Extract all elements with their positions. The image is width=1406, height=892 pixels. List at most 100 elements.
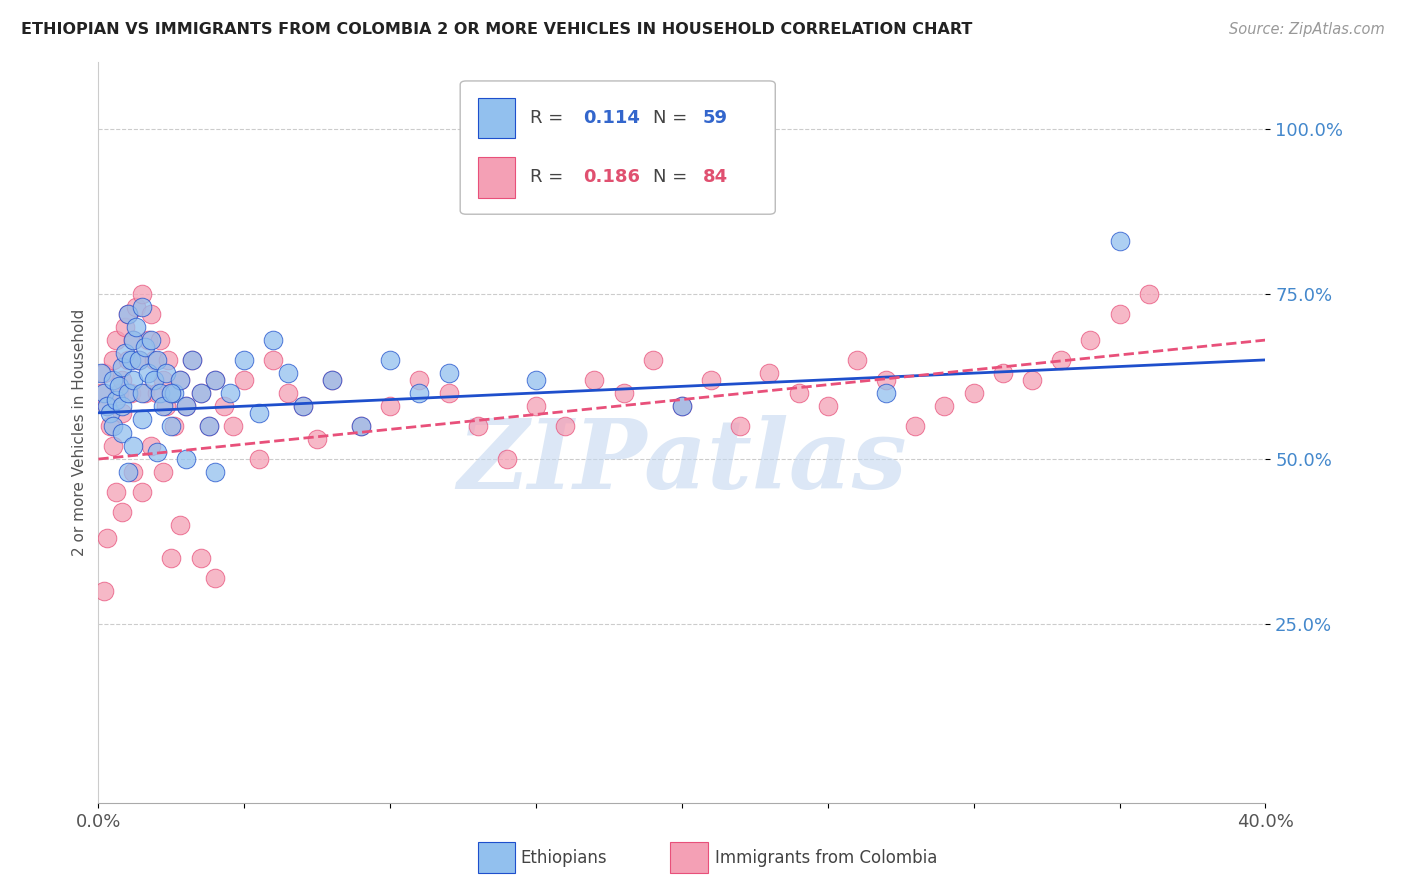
Point xyxy=(277,366,299,380)
Text: Ethiopians: Ethiopians xyxy=(520,849,607,867)
Point xyxy=(122,373,145,387)
FancyBboxPatch shape xyxy=(478,157,515,197)
Point xyxy=(496,452,519,467)
Point xyxy=(904,419,927,434)
Point xyxy=(134,340,156,354)
Point xyxy=(169,518,191,533)
Point xyxy=(136,366,159,380)
Point xyxy=(291,399,314,413)
Point xyxy=(152,465,174,479)
Point xyxy=(90,386,112,401)
Text: R =: R = xyxy=(530,109,569,127)
Point xyxy=(190,386,212,401)
Point xyxy=(174,452,197,467)
Point xyxy=(98,406,121,420)
Point xyxy=(131,412,153,426)
Point xyxy=(204,373,226,387)
Point xyxy=(155,366,177,380)
Point xyxy=(139,307,162,321)
Point xyxy=(136,333,159,347)
Point xyxy=(204,373,226,387)
Point xyxy=(787,386,810,401)
Point xyxy=(190,551,212,566)
Text: 0.114: 0.114 xyxy=(582,109,640,127)
Point xyxy=(350,419,373,434)
Text: 59: 59 xyxy=(703,109,728,127)
Point xyxy=(146,445,169,459)
Point xyxy=(152,373,174,387)
Point xyxy=(131,286,153,301)
Point xyxy=(120,386,142,401)
Point xyxy=(122,333,145,347)
Point xyxy=(612,386,634,401)
Point xyxy=(212,399,235,413)
Point xyxy=(262,352,284,367)
Point xyxy=(174,399,197,413)
Point xyxy=(93,584,115,599)
Point xyxy=(90,366,112,380)
Point xyxy=(554,419,576,434)
Point xyxy=(101,439,124,453)
FancyBboxPatch shape xyxy=(478,842,515,873)
Point xyxy=(163,386,186,401)
Point xyxy=(146,386,169,401)
Point xyxy=(277,386,299,401)
Point xyxy=(96,399,118,413)
Text: 0.186: 0.186 xyxy=(582,169,640,186)
Point xyxy=(122,439,145,453)
Point xyxy=(350,419,373,434)
Point xyxy=(101,352,124,367)
Point xyxy=(321,373,343,387)
Text: ZIPatlas: ZIPatlas xyxy=(457,416,907,509)
Point xyxy=(122,465,145,479)
Point xyxy=(380,399,402,413)
Point xyxy=(198,419,221,434)
Point xyxy=(1137,286,1160,301)
Point xyxy=(408,386,430,401)
Point xyxy=(134,386,156,401)
Point xyxy=(875,386,897,401)
Point xyxy=(321,373,343,387)
Point xyxy=(262,333,284,347)
Point xyxy=(152,399,174,413)
Point xyxy=(139,439,162,453)
Point xyxy=(467,419,489,434)
Point xyxy=(291,399,314,413)
Point xyxy=(104,333,127,347)
Point xyxy=(142,373,165,387)
Point xyxy=(93,386,115,401)
Point xyxy=(671,399,693,413)
Point xyxy=(160,419,183,434)
Point xyxy=(817,399,839,413)
Point xyxy=(380,352,402,367)
Point xyxy=(247,452,270,467)
Point xyxy=(125,300,148,314)
Point xyxy=(155,399,177,413)
Text: N =: N = xyxy=(652,169,693,186)
Point xyxy=(142,352,165,367)
Point xyxy=(108,386,131,401)
Point xyxy=(98,419,121,434)
Y-axis label: 2 or more Vehicles in Household: 2 or more Vehicles in Household xyxy=(72,309,87,557)
Point xyxy=(157,352,180,367)
Point xyxy=(233,373,256,387)
Point xyxy=(111,425,134,440)
Point xyxy=(128,352,150,367)
Point xyxy=(408,373,430,387)
Text: Source: ZipAtlas.com: Source: ZipAtlas.com xyxy=(1229,22,1385,37)
Point xyxy=(233,352,256,367)
Point xyxy=(117,307,139,321)
Point xyxy=(131,386,153,401)
Point xyxy=(437,366,460,380)
Text: R =: R = xyxy=(530,169,569,186)
Point xyxy=(204,571,226,585)
Point xyxy=(120,352,142,367)
Point xyxy=(111,406,134,420)
Point xyxy=(875,373,897,387)
Point xyxy=(117,465,139,479)
Point xyxy=(111,399,134,413)
Text: 84: 84 xyxy=(703,169,728,186)
Point xyxy=(524,373,547,387)
Point xyxy=(149,386,172,401)
Point xyxy=(122,333,145,347)
